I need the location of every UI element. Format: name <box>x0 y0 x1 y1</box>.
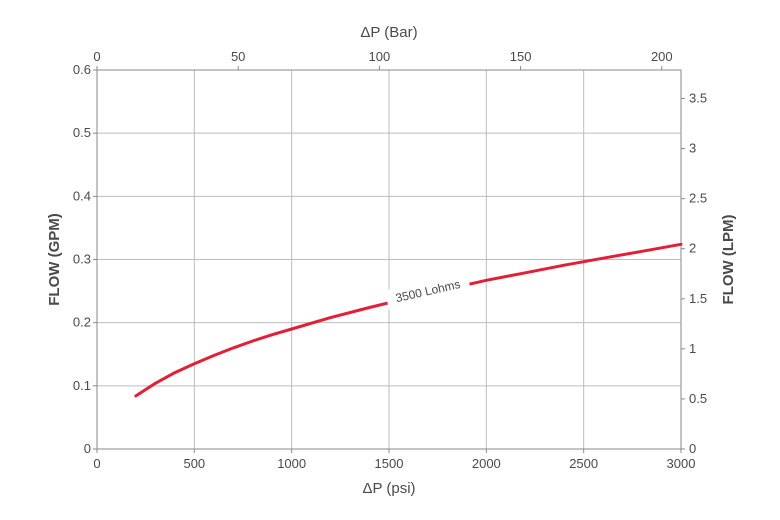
x2-tick-label: 0 <box>93 49 100 64</box>
x-tick-label: 2000 <box>472 456 501 471</box>
x-tick-label: 1000 <box>277 456 306 471</box>
grid-lines <box>97 70 681 449</box>
series-layer <box>134 242 683 398</box>
y2-axis-title: FLOW (LPM) <box>720 215 737 305</box>
y-tick-label: 0.6 <box>73 62 91 77</box>
y-tick-label: 0.5 <box>73 125 91 140</box>
x-tick-label: 1500 <box>375 456 404 471</box>
y2-tick-label: 2.5 <box>689 191 707 206</box>
axis-ticks: 0 500 1000 1500 2000 2500 300000.10.20.30.40.5… <box>73 49 707 471</box>
x2-tick-label: 50 <box>231 49 245 64</box>
x2-tick-label: 100 <box>369 49 391 64</box>
x-tick-label: 500 <box>183 456 205 471</box>
x-tick-label: 2500 <box>569 456 598 471</box>
y2-tick-label: 1.5 <box>689 291 707 306</box>
x2-tick-label: 150 <box>510 49 532 64</box>
x-tick-label: 0 <box>93 456 100 471</box>
series-label-group: 3500 Lohms <box>384 272 472 311</box>
x2-tick-label: 200 <box>651 49 673 64</box>
y2-tick-label: 3.5 <box>689 91 707 106</box>
y2-tick-label: 1 <box>689 341 696 356</box>
y-tick-label: 0 <box>84 441 91 456</box>
x2-axis-title: ΔP (Bar) <box>360 24 417 41</box>
y-tick-label: 0.2 <box>73 315 91 330</box>
annotation-layer: 3500 Lohms <box>384 272 472 311</box>
y2-tick-label: 0 <box>689 441 696 456</box>
x-axis-title: ΔP (psi) <box>362 480 415 497</box>
y-axis-title: FLOW (GPM) <box>46 213 63 305</box>
y-tick-label: 0.1 <box>73 378 91 393</box>
series-line <box>134 242 683 398</box>
series-label-bg <box>384 272 472 311</box>
y2-tick-label: 0.5 <box>689 391 707 406</box>
y-tick-label: 0.4 <box>73 188 91 203</box>
y2-tick-label: 3 <box>689 141 696 156</box>
y-tick-label: 0.3 <box>73 252 91 267</box>
y2-tick-label: 2 <box>689 241 696 256</box>
x-tick-label: 3000 <box>667 456 696 471</box>
